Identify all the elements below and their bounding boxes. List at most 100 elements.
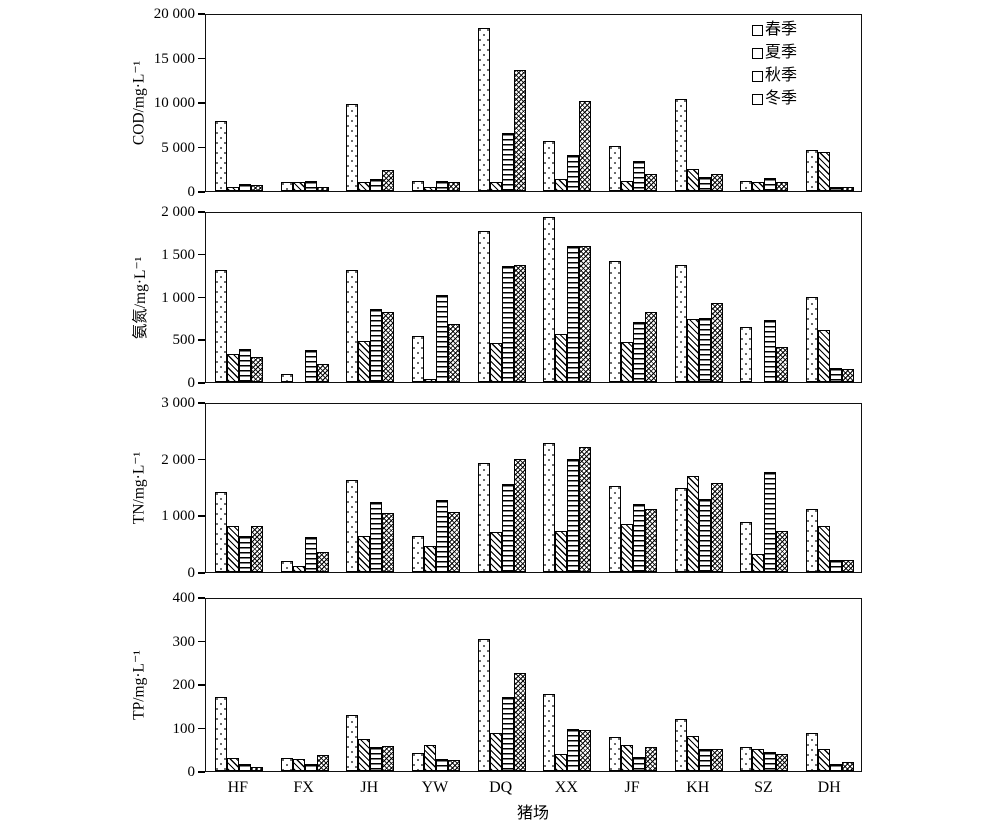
bar-YW-秋季 — [435, 500, 448, 572]
bar-SZ-夏季 — [752, 749, 765, 771]
bar-JH-夏季 — [358, 341, 371, 382]
bar-JF-夏季 — [621, 342, 634, 382]
bar-XX-秋季 — [567, 459, 580, 572]
bar-KH-夏季 — [686, 169, 699, 191]
y-tick-mark — [198, 253, 205, 256]
y-tick-mark — [198, 339, 205, 341]
bar-KH-春季 — [674, 488, 687, 572]
bar-KH-春季 — [674, 99, 687, 191]
y-tick-mark — [198, 13, 205, 15]
bar-HF-冬季 — [250, 356, 263, 382]
bar-JF-秋季 — [633, 322, 646, 382]
y-tick-mark — [198, 572, 205, 574]
bar-XX-春季 — [543, 442, 556, 572]
bar-DH-夏季 — [818, 749, 831, 771]
bar-XX-夏季 — [555, 530, 568, 572]
bar-DQ-冬季 — [513, 70, 526, 191]
y-tick-label: 500 — [172, 332, 196, 349]
bar-SZ-秋季 — [764, 472, 777, 572]
bar-KH-冬季 — [710, 174, 723, 191]
x-category-label-KH: KH — [686, 779, 710, 796]
bar-JF-冬季 — [645, 311, 658, 382]
bar-FX-冬季 — [316, 364, 329, 382]
y-tick-mark — [198, 211, 205, 213]
bar-KH-冬季 — [710, 749, 723, 771]
bar-DQ-夏季 — [489, 182, 502, 191]
bar-DQ-秋季 — [501, 132, 514, 191]
bar-FX-冬季 — [316, 552, 329, 572]
bar-SZ-秋季 — [764, 177, 777, 191]
legend-label: 秋季 — [765, 67, 798, 84]
y-tick-label: 1 000 — [161, 508, 195, 525]
y-tick-mark — [198, 296, 205, 298]
bar-HF-夏季 — [226, 526, 239, 572]
bar-YW-夏季 — [423, 379, 436, 382]
bar-SZ-冬季 — [776, 347, 789, 382]
bar-HF-秋季 — [238, 535, 251, 572]
bar-DH-春季 — [806, 733, 819, 771]
bar-FX-冬季 — [316, 755, 329, 771]
bar-SZ-冬季 — [776, 753, 789, 771]
bar-JF-春季 — [609, 486, 622, 572]
y-tick-label: 200 — [172, 677, 196, 693]
bar-HF-冬季 — [250, 767, 263, 771]
x-category-label-JF: JF — [624, 779, 640, 796]
plot-area-nh3n — [205, 212, 862, 383]
bar-XX-夏季 — [555, 178, 568, 191]
y-tick-label: 0 — [187, 375, 196, 391]
y-tick-mark — [198, 727, 205, 729]
bar-JH-冬季 — [382, 745, 395, 771]
bar-YW-冬季 — [447, 182, 460, 191]
bar-FX-秋季 — [304, 763, 317, 771]
legend-label: 冬季 — [765, 90, 798, 107]
bar-DQ-秋季 — [501, 697, 514, 771]
bar-FX-夏季 — [292, 566, 305, 572]
bar-JF-秋季 — [633, 161, 646, 191]
bar-KH-秋季 — [698, 176, 711, 191]
bar-DQ-夏季 — [489, 733, 502, 771]
bar-YW-春季 — [411, 535, 424, 572]
bar-HF-秋季 — [238, 349, 251, 382]
bar-HF-夏季 — [226, 354, 239, 382]
plot-area-tp — [205, 598, 862, 772]
bar-DH-春季 — [806, 296, 819, 382]
bar-JH-冬季 — [382, 170, 395, 191]
bar-JH-秋季 — [370, 502, 383, 572]
bar-DH-冬季 — [842, 186, 855, 191]
y-tick-label: 5 000 — [161, 139, 195, 156]
bar-SZ-夏季 — [752, 553, 765, 572]
bar-YW-夏季 — [423, 744, 436, 771]
y-tick-mark — [198, 102, 205, 104]
bar-JH-春季 — [346, 103, 359, 191]
bar-HF-夏季 — [226, 187, 239, 191]
bar-DH-春季 — [806, 509, 819, 572]
bar-JF-夏季 — [621, 180, 634, 191]
bar-YW-秋季 — [435, 180, 448, 191]
y-tick-label: 15 000 — [153, 50, 195, 67]
bar-KH-春季 — [674, 719, 687, 771]
x-category-label-FX: FX — [293, 779, 314, 796]
y-tick-label: 0 — [187, 565, 196, 581]
bar-XX-夏季 — [555, 754, 568, 771]
bar-FX-秋季 — [304, 537, 317, 572]
bar-XX-秋季 — [567, 154, 580, 191]
x-category-label-DH: DH — [817, 779, 841, 796]
legend-item-夏季: 夏季 — [752, 44, 797, 62]
bar-YW-夏季 — [423, 187, 436, 191]
y-tick-mark — [198, 640, 205, 642]
bar-SZ-春季 — [740, 746, 753, 771]
bar-HF-秋季 — [238, 763, 251, 771]
bar-SZ-夏季 — [752, 182, 765, 191]
y-tick-mark — [198, 684, 205, 686]
bar-DQ-夏季 — [489, 532, 502, 572]
bar-JH-春季 — [346, 479, 359, 572]
bar-DQ-冬季 — [513, 458, 526, 572]
bar-FX-春季 — [280, 758, 293, 771]
y-tick-label: 300 — [172, 633, 196, 650]
bar-DH-秋季 — [830, 187, 843, 191]
y-tick-label: 2 000 — [161, 451, 195, 468]
x-axis-title: 猪场 — [516, 805, 550, 822]
x-category-label-JH: JH — [360, 779, 379, 796]
bar-KH-冬季 — [710, 303, 723, 382]
